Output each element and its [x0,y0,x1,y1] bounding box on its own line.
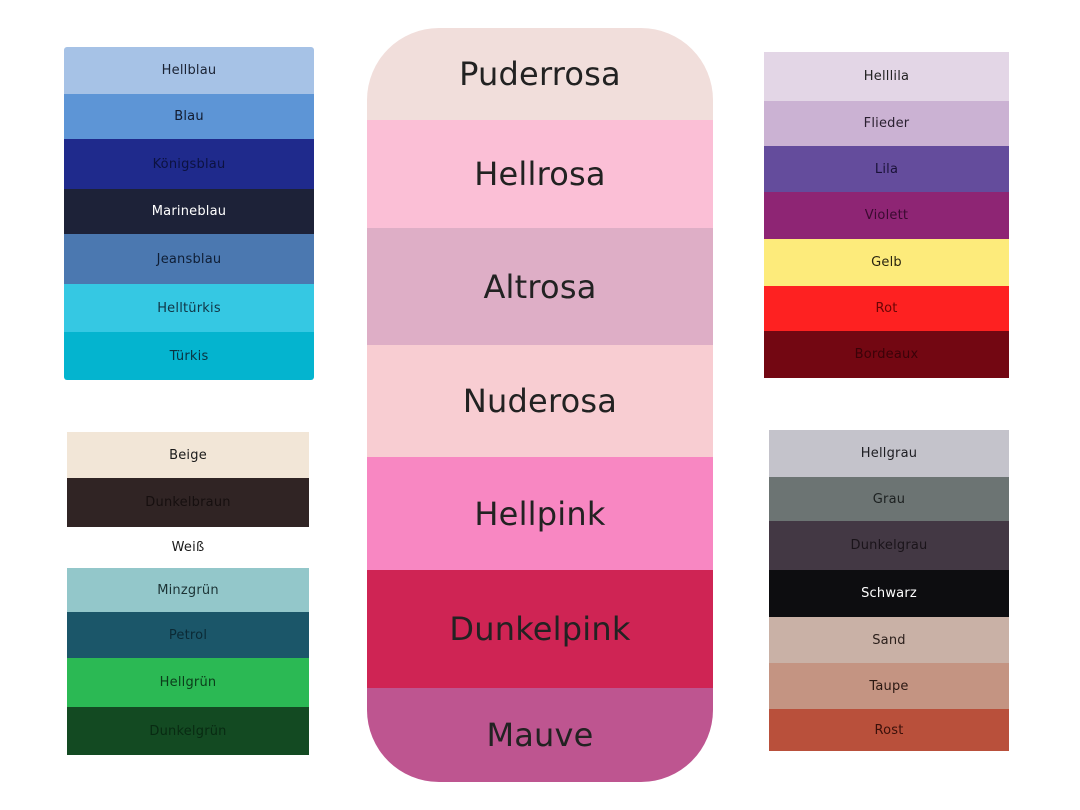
color-swatch: Minzgrün [67,568,309,612]
swatch-panel-blue: Hellblau Blau Königsblau Marineblau Jeansbla… [64,47,314,380]
color-swatch: Dunkelbraun [67,478,309,527]
swatch-label: Weiß [171,540,205,555]
swatch-label: Hellgrau [860,446,918,461]
color-swatch: Weiß [67,527,309,568]
color-swatch: Hellpink [367,457,713,570]
color-swatch: Rot [764,286,1009,331]
color-swatch: Flieder [764,101,1009,146]
color-swatch: Königsblau [64,139,314,189]
color-swatch: Petrol [67,612,309,658]
swatch-label: Gelb [871,255,902,270]
color-swatch: Helllila [764,52,1009,101]
color-swatch: Jeansblau [64,234,314,284]
swatch-label: Marineblau [151,204,227,219]
swatch-label: Violett [864,208,909,223]
color-swatch: Gelb [764,239,1009,286]
swatch-label: Helllila [863,69,910,84]
color-swatch: Dunkelgrün [67,707,309,755]
color-swatch: Hellgrün [67,658,309,707]
color-swatch: Mauve [367,688,713,782]
swatch-label: Minzgrün [157,582,219,598]
swatch-label: Petrol [168,627,208,643]
color-swatch: Blau [64,94,314,139]
swatch-label: Hellpink [474,494,606,533]
swatch-label: Taupe [869,678,909,694]
swatch-label: Puderrosa [459,55,621,93]
swatch-label: Nuderosa [462,382,618,420]
swatch-label: Flieder [863,116,910,131]
swatch-panel-green: Beige Dunkelbraun Weiß Minzgrün Petrol Hellgr… [67,432,309,755]
swatch-label: Beige [169,447,207,463]
swatch-label: Rost [874,722,904,738]
swatch-panel-purple: Helllila Flieder Lila Violett Gelb Rot Bordeau… [764,52,1009,378]
color-swatch: Hellrosa [367,120,713,228]
swatch-label: Bordeaux [854,347,919,362]
swatch-label: Blau [174,109,204,124]
swatch-label: Jeansblau [156,251,222,267]
swatch-label: Grau [872,491,906,507]
color-swatch: Puderrosa [367,28,713,120]
color-swatch: Sand [769,617,1009,663]
color-swatch: Marineblau [64,189,314,234]
color-swatch: Schwarz [769,570,1009,617]
swatch-label: Lila [874,161,899,177]
swatch-label: Hellrosa [474,155,606,193]
color-swatch: Lila [764,146,1009,192]
swatch-label: Hellblau [161,63,217,78]
color-swatch: Dunkelgrau [769,521,1009,570]
color-swatch: Türkis [64,332,314,380]
swatch-label: Altrosa [483,267,597,306]
color-swatch: Taupe [769,663,1009,709]
color-swatch: Bordeaux [764,331,1009,378]
swatch-panel-pink: Puderrosa Hellrosa Altrosa Nuderosa Hellpink… [367,28,713,782]
swatch-label: Türkis [169,348,209,364]
swatch-panel-grey: Hellgrau Grau Dunkelgrau Schwarz Sand Taupe Ro… [769,430,1009,751]
color-swatch: Dunkelpink [367,570,713,688]
swatch-label: Dunkelpink [449,610,631,648]
swatch-label: Helltürkis [157,300,221,316]
color-swatch: Hellblau [64,47,314,94]
color-swatch: Violett [764,192,1009,239]
swatch-label: Mauve [486,716,594,754]
swatch-label: Dunkelgrau [850,538,928,553]
swatch-label: Sand [872,632,906,648]
swatch-label: Rot [875,301,898,316]
color-swatch: Helltürkis [64,284,314,332]
color-swatch: Hellgrau [769,430,1009,477]
color-swatch: Beige [67,432,309,478]
swatch-label: Königsblau [152,156,226,172]
color-swatch: Altrosa [367,228,713,345]
swatch-label: Dunkelgrün [149,723,227,739]
color-swatch: Grau [769,477,1009,521]
color-swatch: Rost [769,709,1009,751]
swatch-label: Dunkelbraun [145,495,231,510]
swatch-label: Hellgrün [159,675,217,690]
color-swatch: Nuderosa [367,345,713,457]
swatch-label: Schwarz [861,586,917,601]
